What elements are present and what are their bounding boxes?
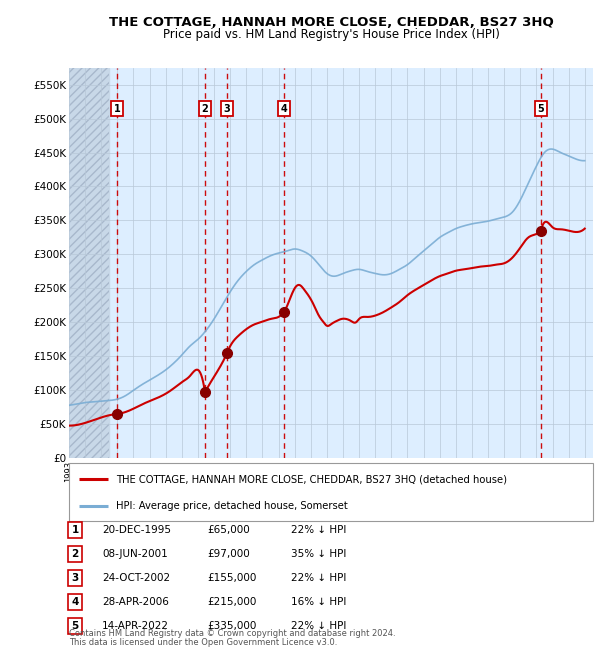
Text: 08-JUN-2001: 08-JUN-2001 [102, 549, 168, 559]
Text: 35% ↓ HPI: 35% ↓ HPI [291, 549, 346, 559]
Text: 3: 3 [224, 103, 230, 114]
FancyBboxPatch shape [69, 463, 593, 521]
Text: HPI: Average price, detached house, Somerset: HPI: Average price, detached house, Some… [116, 500, 348, 511]
Text: £65,000: £65,000 [207, 525, 250, 535]
Text: 1: 1 [113, 103, 120, 114]
Text: 1: 1 [71, 525, 79, 535]
Text: THE COTTAGE, HANNAH MORE CLOSE, CHEDDAR, BS27 3HQ: THE COTTAGE, HANNAH MORE CLOSE, CHEDDAR,… [109, 16, 554, 29]
Text: 14-APR-2022: 14-APR-2022 [102, 621, 169, 631]
Text: 22% ↓ HPI: 22% ↓ HPI [291, 621, 346, 631]
Text: 4: 4 [71, 597, 79, 607]
Text: 22% ↓ HPI: 22% ↓ HPI [291, 525, 346, 535]
Text: £335,000: £335,000 [207, 621, 256, 631]
Text: 3: 3 [71, 573, 79, 583]
Text: 16% ↓ HPI: 16% ↓ HPI [291, 597, 346, 607]
Text: 24-OCT-2002: 24-OCT-2002 [102, 573, 170, 583]
Text: 2: 2 [71, 549, 79, 559]
Bar [69, 68, 109, 458]
Text: £97,000: £97,000 [207, 549, 250, 559]
Text: This data is licensed under the Open Government Licence v3.0.: This data is licensed under the Open Gov… [69, 638, 337, 647]
Text: Contains HM Land Registry data © Crown copyright and database right 2024.: Contains HM Land Registry data © Crown c… [69, 629, 395, 638]
Text: 5: 5 [71, 621, 79, 631]
Text: 4: 4 [280, 103, 287, 114]
Text: 28-APR-2006: 28-APR-2006 [102, 597, 169, 607]
Text: 5: 5 [538, 103, 544, 114]
Text: THE COTTAGE, HANNAH MORE CLOSE, CHEDDAR, BS27 3HQ (detached house): THE COTTAGE, HANNAH MORE CLOSE, CHEDDAR,… [116, 474, 507, 484]
Bar [69, 68, 109, 458]
Text: 22% ↓ HPI: 22% ↓ HPI [291, 573, 346, 583]
Text: 2: 2 [202, 103, 208, 114]
Text: £155,000: £155,000 [207, 573, 256, 583]
Text: Price paid vs. HM Land Registry's House Price Index (HPI): Price paid vs. HM Land Registry's House … [163, 28, 500, 41]
Text: 20-DEC-1995: 20-DEC-1995 [102, 525, 171, 535]
Text: £215,000: £215,000 [207, 597, 256, 607]
